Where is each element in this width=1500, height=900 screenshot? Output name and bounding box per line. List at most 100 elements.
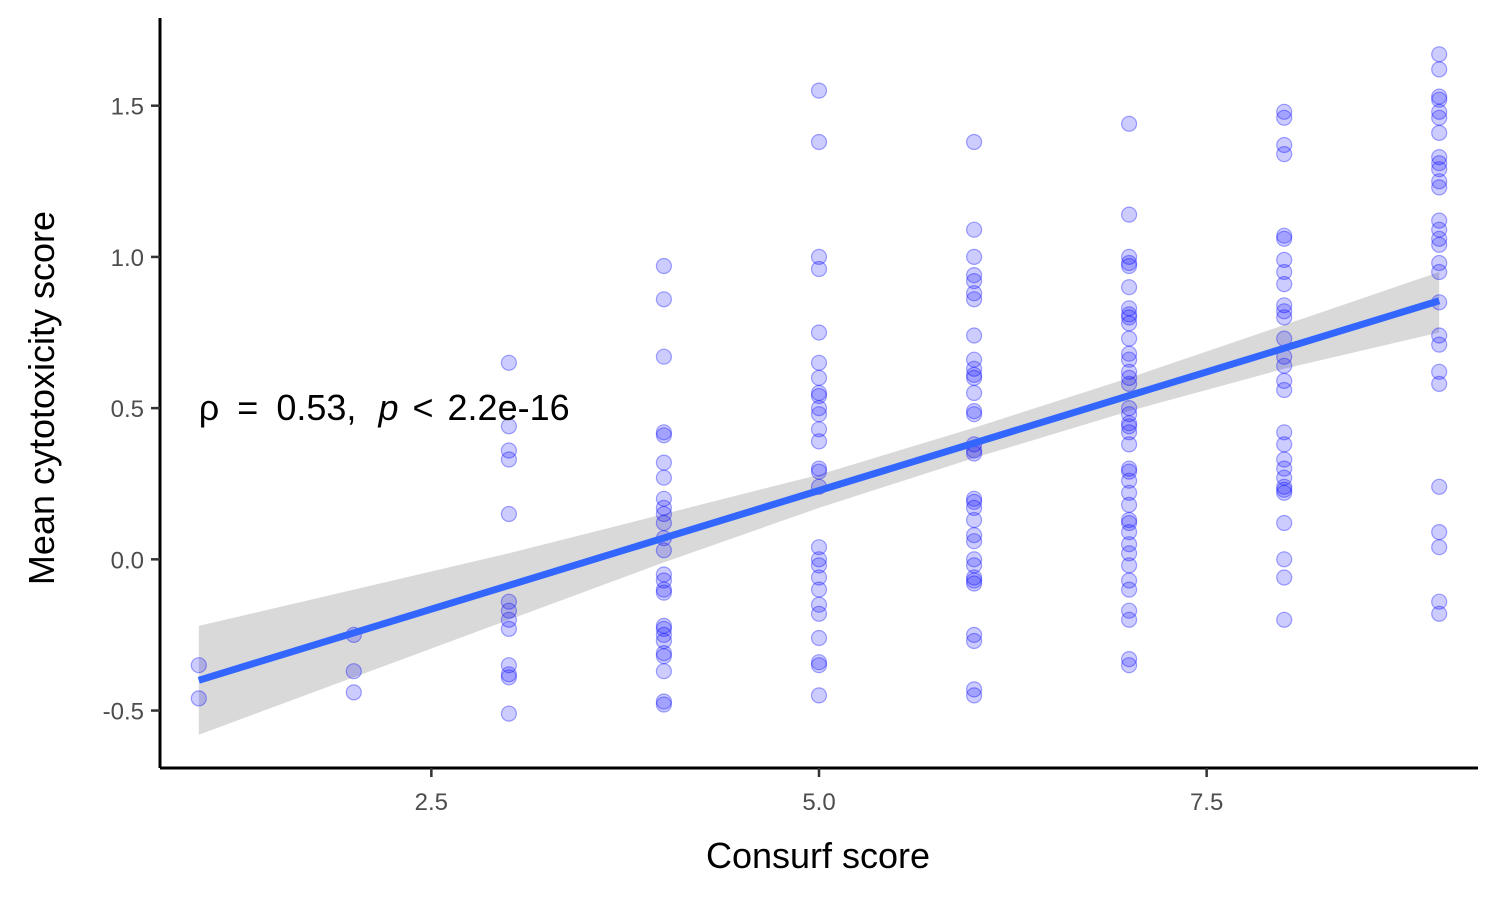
data-point xyxy=(500,418,517,435)
data-point xyxy=(1120,611,1138,628)
data-point xyxy=(1120,545,1138,562)
data-point xyxy=(655,499,673,516)
data-point xyxy=(1431,478,1448,495)
data-point xyxy=(1276,251,1293,268)
data-point xyxy=(1431,327,1448,344)
data-point xyxy=(500,451,517,468)
data-point xyxy=(1120,536,1138,553)
data-point xyxy=(810,596,828,613)
data-point xyxy=(1276,469,1293,486)
data-point xyxy=(1431,161,1448,178)
data-point xyxy=(1276,611,1293,628)
data-point xyxy=(1431,363,1448,380)
data-point xyxy=(965,267,983,284)
data-point xyxy=(965,499,983,516)
data-point xyxy=(965,133,983,151)
data-point xyxy=(1431,212,1448,229)
data-point xyxy=(1120,472,1138,489)
x-tick-label: 2.5 xyxy=(415,789,448,816)
data-point xyxy=(1120,436,1138,453)
data-point xyxy=(1431,236,1448,253)
data-point xyxy=(1276,357,1293,374)
data-point xyxy=(810,657,828,674)
data-point xyxy=(655,505,673,523)
data-point xyxy=(1431,336,1448,353)
data-point xyxy=(1276,276,1293,293)
data-point xyxy=(810,539,828,556)
data-point xyxy=(1120,415,1138,432)
data-point xyxy=(1276,381,1293,399)
data-point xyxy=(810,387,828,405)
data-point xyxy=(1120,650,1138,668)
data-point xyxy=(1431,254,1448,272)
data-point xyxy=(1120,369,1138,386)
data-point xyxy=(1276,372,1293,389)
data-point xyxy=(1120,306,1138,323)
data-point xyxy=(1276,424,1293,441)
data-point xyxy=(965,490,983,507)
data-point xyxy=(1120,345,1138,362)
data-point xyxy=(1276,109,1293,126)
data-point xyxy=(1431,61,1448,78)
data-point xyxy=(810,354,828,371)
data-point xyxy=(1431,124,1448,141)
data-point xyxy=(1120,463,1138,480)
data-point xyxy=(655,617,673,635)
data-point xyxy=(1431,263,1448,281)
data-point xyxy=(1431,46,1448,63)
data-point xyxy=(1276,481,1293,498)
points-layer xyxy=(190,46,1448,722)
data-point xyxy=(810,687,828,704)
data-point xyxy=(810,384,828,402)
data-point xyxy=(810,463,828,480)
regression-line xyxy=(197,297,1441,684)
data-point xyxy=(965,291,983,308)
data-point xyxy=(1120,300,1138,317)
data-point xyxy=(1120,496,1138,513)
data-point xyxy=(1276,263,1293,281)
data-point xyxy=(1120,254,1138,272)
y-tick-label: 1.5 xyxy=(111,94,144,121)
data-point xyxy=(1120,484,1138,501)
data-point xyxy=(500,669,517,686)
data-point xyxy=(655,620,673,638)
data-point xyxy=(1120,523,1138,541)
data-point xyxy=(810,557,828,574)
data-point xyxy=(1276,297,1293,314)
data-point xyxy=(1431,593,1448,610)
data-point xyxy=(1276,451,1293,468)
data-point xyxy=(655,257,673,275)
data-point xyxy=(965,493,983,510)
data-point xyxy=(810,133,828,151)
data-point xyxy=(965,557,983,574)
data-point xyxy=(500,620,517,638)
data-point xyxy=(965,687,983,704)
data-point xyxy=(655,693,673,710)
data-point xyxy=(1276,569,1293,586)
data-point xyxy=(965,366,983,383)
data-point xyxy=(965,221,983,238)
data-point xyxy=(965,572,983,589)
data-point xyxy=(810,369,828,386)
data-point xyxy=(1120,406,1138,423)
data-point xyxy=(655,644,673,662)
data-point xyxy=(965,551,983,568)
data-point xyxy=(810,629,828,647)
ticks-layer: -0.5 0.0 0.5 1.0 1.5 2.5 5.0 7.5 xyxy=(103,94,1224,816)
data-point xyxy=(810,654,828,671)
x-tick-label: 5.0 xyxy=(802,789,835,816)
data-point xyxy=(655,663,673,680)
data-point xyxy=(1120,363,1138,380)
data-point xyxy=(655,542,673,559)
data-point xyxy=(655,696,673,713)
data-point xyxy=(1276,146,1293,163)
data-point xyxy=(1120,115,1138,132)
x-tick-label: 7.5 xyxy=(1190,789,1223,816)
data-point xyxy=(655,572,673,589)
data-point xyxy=(1120,248,1138,265)
data-point xyxy=(655,581,673,598)
data-point xyxy=(965,369,983,386)
data-point xyxy=(810,260,828,278)
data-point xyxy=(965,406,983,423)
